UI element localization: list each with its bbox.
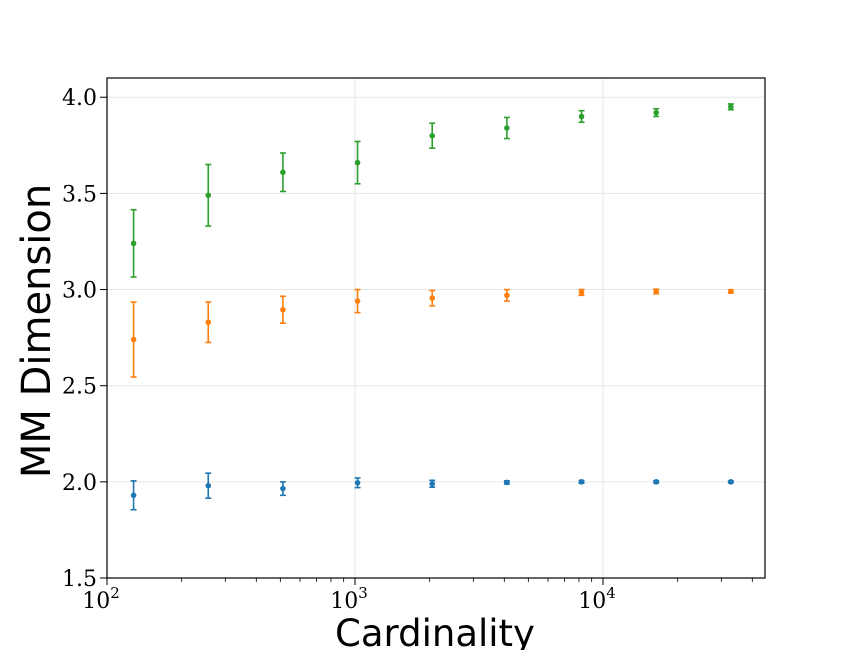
series-1 [130,472,734,511]
data-point [205,192,212,199]
x-tick-label: 104 [578,584,616,614]
data-point [504,479,510,486]
data-point [354,159,361,166]
x-axis-label: Cardinality [335,612,535,650]
data-point [429,480,436,487]
y-tick-label: 4.0 [62,86,97,111]
data-point [280,485,286,492]
data-point [354,298,361,304]
ticks: 102 103 104 1.5 2.0 2.5 3.0 3.5 4.0 [62,86,753,614]
data-point [728,479,734,485]
data-point [280,169,286,176]
series-2 [130,288,734,378]
data-point [653,288,659,295]
grid [106,78,765,579]
data-point [578,289,585,296]
series-3 [130,103,734,278]
data-point [653,109,659,116]
data-point [130,492,137,499]
y-tick-label: 3.5 [62,182,97,207]
y-tick-label: 2.5 [62,375,97,400]
x-tick-label: 102 [82,584,120,614]
data-point [578,113,585,120]
data-point [429,295,436,301]
data-point [130,240,137,247]
data-point [354,480,361,486]
y-axis-label: MM Dimension [14,184,60,478]
y-tick-label: 2.0 [62,471,97,496]
series-layer [130,103,734,511]
x-tick-label: 103 [330,584,368,614]
data-point [130,336,137,343]
data-point [205,319,212,326]
data-point [653,479,659,485]
data-point [280,306,286,313]
y-tick-label: 1.5 [62,567,97,592]
data-point [504,292,510,299]
y-tick-label: 3.0 [62,279,97,304]
data-point [578,479,585,485]
data-point [429,132,436,139]
data-point [504,125,510,131]
data-point [728,104,734,110]
plot-area-frame [106,77,766,579]
data-point [728,288,734,295]
data-point [205,482,212,489]
